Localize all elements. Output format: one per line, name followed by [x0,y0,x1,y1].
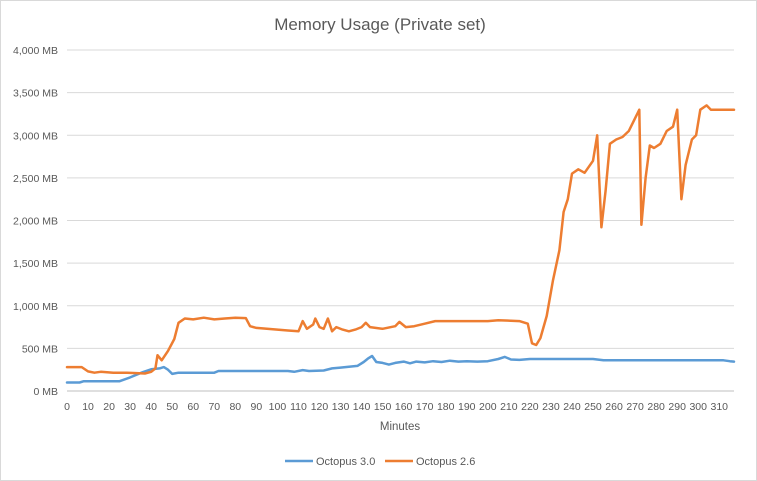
x-tick-label: 80 [229,401,241,413]
x-tick-label: 40 [145,401,157,413]
y-tick-label: 3,500 MB [13,88,58,100]
y-tick-label: 1,500 MB [13,258,58,270]
x-tick-label: 10 [82,401,94,413]
chart-title: Memory Usage (Private set) [274,15,486,34]
legend-label: Octopus 3.0 [316,456,375,468]
x-tick-label: 310 [711,401,729,413]
legend: Octopus 3.0 Octopus 2.6 [285,456,475,468]
gridlines [67,49,734,392]
x-tick-label: 260 [605,401,623,413]
x-axis-title: Minutes [380,421,421,433]
x-tick-label: 190 [458,401,476,413]
x-tick-label: 230 [542,401,560,413]
x-axis-ticks: 0 10 20 30 40 50 60 70 80 90 100 110 120 130 140 150 160… [64,401,728,413]
series-lines [65,104,736,384]
x-tick-label: 250 [584,401,602,413]
x-tick-label: 240 [563,401,581,413]
x-tick-label: 170 [416,401,434,413]
series-line-octopus-3-0 [65,354,736,384]
x-tick-label: 130 [332,401,350,413]
x-tick-label: 180 [437,401,455,413]
x-tick-label: 290 [668,401,686,413]
x-tick-label: 280 [647,401,665,413]
x-tick-label: 150 [374,401,392,413]
x-tick-label: 300 [689,401,707,413]
y-tick-label: 2,500 MB [13,173,58,185]
x-tick-label: 90 [251,401,263,413]
x-tick-label: 100 [269,401,287,413]
x-tick-label: 0 [64,401,70,413]
x-tick-label: 50 [166,401,178,413]
x-tick-label: 70 [208,401,220,413]
x-tick-label: 270 [626,401,644,413]
y-tick-label: 3,000 MB [13,130,58,142]
y-tick-label: 4,000 MB [13,45,58,57]
y-tick-label: 500 MB [22,343,58,355]
x-tick-label: 140 [353,401,371,413]
x-tick-label: 30 [124,401,136,413]
y-tick-label: 2,000 MB [13,216,58,228]
x-tick-label: 120 [311,401,329,413]
legend-label: Octopus 2.6 [416,456,475,468]
series-line-octopus-2-6 [65,104,736,375]
y-tick-label: 1,000 MB [13,301,58,313]
x-tick-label: 60 [187,401,199,413]
x-tick-label: 200 [479,401,497,413]
y-tick-label: 0 MB [33,386,58,398]
y-axis-ticks: 0 MB 500 MB 1,000 MB 1,500 MB 2,000 MB 2,500 … [13,45,58,398]
x-tick-label: 160 [395,401,413,413]
x-tick-label: 20 [103,401,115,413]
x-tick-label: 220 [521,401,539,413]
x-tick-label: 210 [500,401,518,413]
x-tick-label: 110 [290,401,307,413]
